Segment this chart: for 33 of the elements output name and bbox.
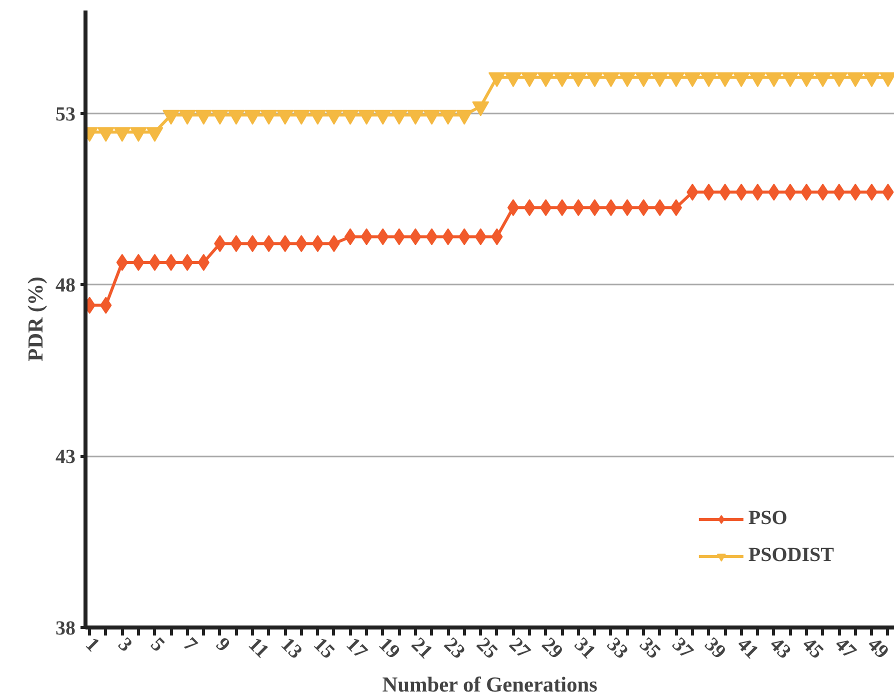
x-tick-label: 45	[798, 633, 828, 664]
x-tick-label: 19	[374, 633, 404, 664]
x-tick-label: 33	[602, 633, 632, 664]
x-tick-label: 13	[276, 633, 306, 664]
y-tick-label: 38	[56, 618, 76, 640]
x-tick-label: 39	[700, 633, 730, 664]
x-tick-label: 31	[570, 633, 600, 664]
x-tick-label: 27	[504, 633, 534, 664]
legend-label: PSO	[748, 507, 788, 530]
x-tick-label: 49	[863, 633, 893, 664]
y-tick-label: 53	[56, 103, 76, 126]
x-tick-label: 5	[146, 633, 169, 656]
x-tick-label: 41	[732, 633, 763, 664]
x-tick-label: 17	[342, 633, 372, 664]
x-tick-label: 21	[406, 633, 437, 664]
x-tick-label: 1	[81, 633, 104, 656]
x-tick-label: 9	[211, 633, 234, 656]
x-tick-label: 7	[178, 633, 202, 656]
x-tick-label: 25	[472, 633, 502, 664]
x-tick-label: 3	[114, 633, 136, 656]
x-tick-label: 47	[830, 633, 860, 664]
x-axis-title: Number of Generations	[382, 672, 598, 697]
y-tick-label: 48	[56, 274, 76, 297]
x-tick-label: 11	[244, 633, 273, 662]
x-tick-label: 23	[440, 633, 470, 664]
legend-label: PSODIST	[748, 544, 834, 567]
x-tick-label: 29	[537, 633, 568, 664]
x-tick-label: 43	[765, 633, 796, 664]
y-tick-label: 43	[56, 446, 76, 468]
y-axis-title: PDR (%)	[24, 276, 48, 362]
x-tick-label: 37	[668, 633, 698, 664]
x-tick-label: 15	[309, 633, 339, 664]
x-tick-label: 35	[635, 633, 665, 664]
